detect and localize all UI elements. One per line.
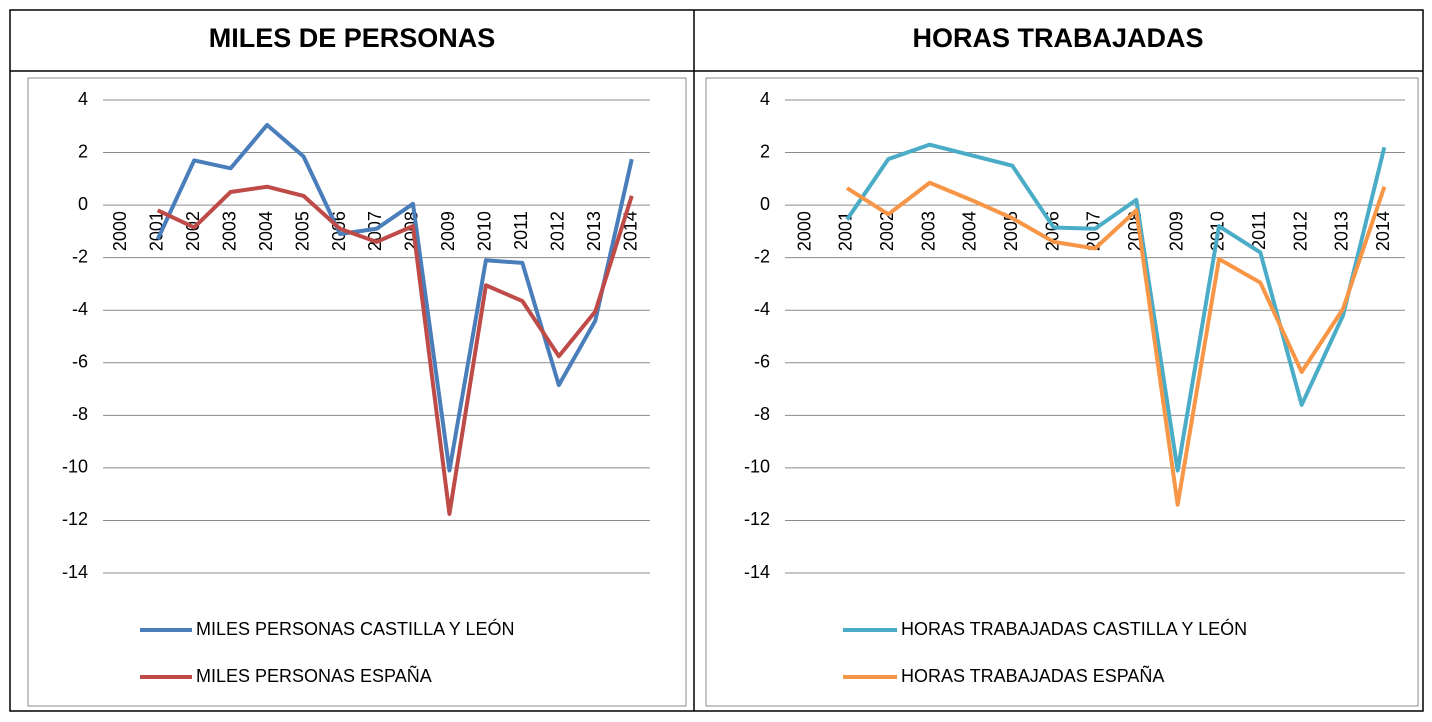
legend-label: MILES PERSONAS CASTILLA Y LEÓN bbox=[196, 618, 514, 639]
x-tick-label: 2009 bbox=[1166, 211, 1186, 251]
y-tick-label: -6 bbox=[72, 352, 88, 372]
y-tick-label: 0 bbox=[760, 194, 770, 214]
x-tick-label: 2001 bbox=[836, 211, 856, 251]
x-tick-label: 2014 bbox=[1373, 211, 1393, 251]
x-tick-label: 2007 bbox=[1084, 211, 1104, 251]
table-border bbox=[9, 9, 1424, 712]
series-line bbox=[155, 122, 634, 473]
chart-title: MILES DE PERSONAS bbox=[209, 23, 496, 53]
x-tick-label: 2005 bbox=[292, 211, 312, 251]
y-tick-label: -14 bbox=[744, 562, 770, 582]
x-tick-label: 2000 bbox=[110, 211, 130, 251]
x-tick-label: 2004 bbox=[960, 211, 980, 251]
legend-label: HORAS TRABAJADAS CASTILLA Y LEÓN bbox=[901, 618, 1247, 639]
series-line bbox=[156, 184, 634, 516]
x-tick-label: 2011 bbox=[1249, 211, 1269, 250]
y-tick-label: -10 bbox=[62, 457, 88, 477]
chart-frame bbox=[27, 77, 687, 707]
x-tick-label: 2002 bbox=[183, 211, 203, 251]
y-tick-label: -10 bbox=[744, 457, 770, 477]
y-tick-label: -14 bbox=[62, 562, 88, 582]
x-tick-label: 2010 bbox=[475, 211, 495, 251]
x-tick-label: 2012 bbox=[548, 211, 568, 251]
y-tick-label: 4 bbox=[78, 89, 88, 109]
y-tick-label: -4 bbox=[72, 299, 88, 319]
legend-label: HORAS TRABAJADAS ESPAÑA bbox=[901, 665, 1164, 686]
y-tick-label: 2 bbox=[78, 141, 88, 161]
legend-label: MILES PERSONAS ESPAÑA bbox=[196, 665, 432, 686]
y-tick-label: -12 bbox=[62, 509, 88, 529]
y-tick-label: -2 bbox=[754, 246, 770, 266]
x-tick-label: 2013 bbox=[584, 211, 604, 251]
chart-title: HORAS TRABAJADAS bbox=[912, 23, 1203, 53]
x-tick-label: 2000 bbox=[794, 211, 814, 251]
x-tick-label: 2009 bbox=[438, 211, 458, 251]
x-tick-label: 2001 bbox=[146, 211, 166, 251]
y-tick-label: -2 bbox=[72, 246, 88, 266]
y-tick-label: -4 bbox=[754, 299, 770, 319]
y-tick-label: 0 bbox=[78, 194, 88, 214]
y-tick-label: -12 bbox=[744, 509, 770, 529]
series-line bbox=[845, 142, 1387, 473]
y-tick-label: -8 bbox=[72, 404, 88, 424]
x-tick-label: 2003 bbox=[219, 211, 239, 251]
x-tick-label: 2013 bbox=[1332, 211, 1352, 251]
x-tick-label: 2011 bbox=[511, 211, 531, 250]
series-line bbox=[845, 180, 1387, 507]
y-tick-label: -8 bbox=[754, 404, 770, 424]
x-tick-label: 2004 bbox=[256, 211, 276, 251]
x-tick-label: 2003 bbox=[918, 211, 938, 251]
x-tick-label: 2002 bbox=[877, 211, 897, 251]
chart-frame bbox=[705, 77, 1419, 707]
x-tick-label: 2012 bbox=[1290, 211, 1310, 251]
y-tick-label: 2 bbox=[760, 141, 770, 161]
y-tick-label: -6 bbox=[754, 352, 770, 372]
y-tick-label: 4 bbox=[760, 89, 770, 109]
